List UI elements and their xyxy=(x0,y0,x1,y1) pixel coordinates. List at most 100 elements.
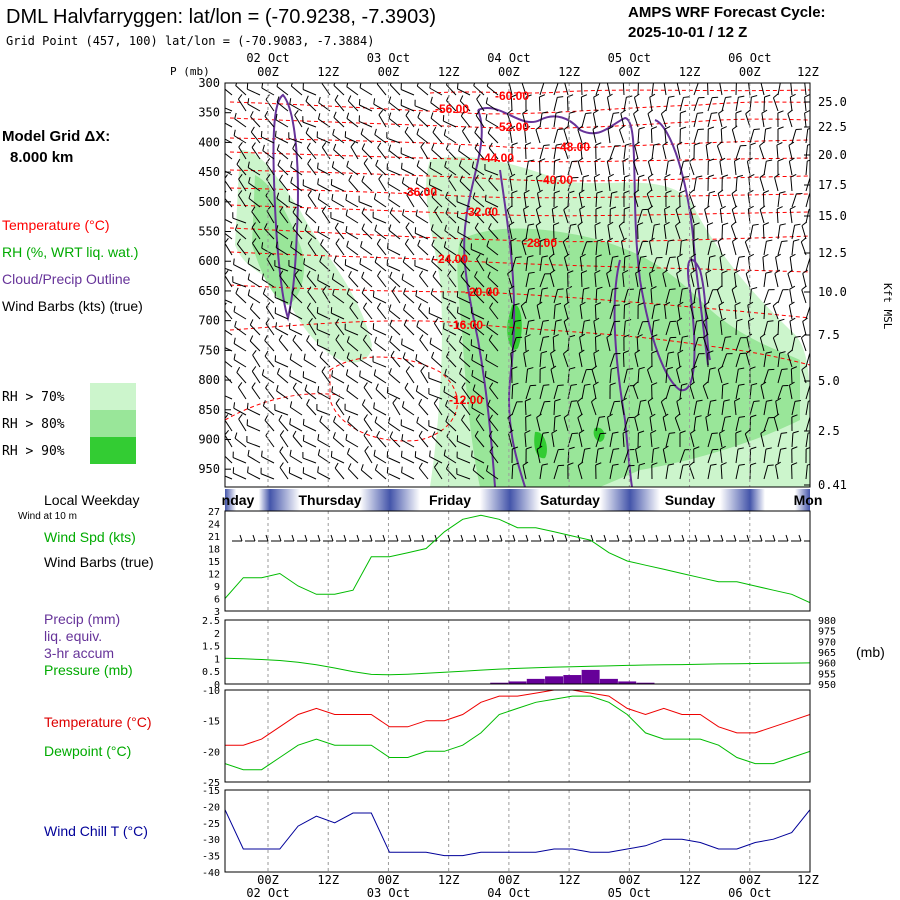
wind-barb-flag xyxy=(653,319,660,322)
wind-barb xyxy=(274,360,289,368)
wind-barb xyxy=(763,353,767,368)
pressure-axis-label: P (mb) xyxy=(170,65,210,78)
wind-barb xyxy=(676,321,681,336)
wind-barb-flag xyxy=(278,334,283,341)
height-tick-label: 5.0 xyxy=(818,374,840,388)
precip-pressure-frame xyxy=(224,619,811,685)
wind-barb xyxy=(279,451,289,464)
wind-grid xyxy=(267,511,751,611)
wind-barb xyxy=(524,129,527,144)
wind-barb-flag xyxy=(554,158,561,162)
wind-barb-flag xyxy=(709,190,716,194)
wind-barb-flag xyxy=(507,269,513,275)
weekday-label: Mon xyxy=(794,492,823,508)
wind-barb-flag xyxy=(647,205,654,210)
wind-barb xyxy=(486,326,499,336)
wind-barb-flag xyxy=(807,143,810,146)
wind-barb-flag xyxy=(708,174,715,178)
wind-barb-flag xyxy=(345,369,349,376)
wind-tick-label: 21 xyxy=(208,532,220,543)
top-time-tick: 12Z xyxy=(558,65,580,79)
wind-barb-flag xyxy=(471,401,474,409)
wind-barb xyxy=(303,472,317,480)
wind-barb xyxy=(389,277,401,288)
wind-barb xyxy=(305,100,317,112)
wind-barb-flag xyxy=(487,127,492,134)
wind-barb xyxy=(233,472,247,480)
wind-barb-flag xyxy=(473,83,476,86)
precip-bar xyxy=(563,675,582,684)
wind-barb xyxy=(334,227,345,240)
wind-barb-flag xyxy=(418,430,423,437)
wind-barb-flag xyxy=(669,432,676,434)
wind-barb-flag xyxy=(317,178,319,185)
wind-barb-flag xyxy=(345,433,348,440)
pressure-right-tick: 960 xyxy=(818,659,836,670)
wind-barb xyxy=(525,225,529,240)
wind-barb-flag xyxy=(553,222,560,226)
wind-barb xyxy=(333,149,345,160)
wind-barb xyxy=(716,289,723,304)
wind-barb-flag xyxy=(579,301,586,306)
wind-barb xyxy=(289,103,303,112)
wind-barb xyxy=(777,193,781,208)
wind-barb-flag xyxy=(528,287,535,290)
wind-barb xyxy=(471,344,485,352)
wind-barb xyxy=(402,357,415,368)
wind-barb xyxy=(444,230,457,240)
wind-barb-flag xyxy=(606,333,613,338)
wind-barb xyxy=(471,407,485,416)
wind-barb xyxy=(804,113,807,128)
wind-barb-flag xyxy=(734,302,741,306)
wind-barb xyxy=(265,163,275,176)
wind-barb xyxy=(405,371,415,384)
wind-barb xyxy=(637,368,640,384)
wind-barb xyxy=(733,161,737,176)
wind-barb-flag xyxy=(787,349,793,355)
surface-wind-barb-flag xyxy=(486,534,490,542)
wind-barb-flag xyxy=(335,334,340,340)
wind-barb-flag xyxy=(738,383,745,386)
bottom-date-label: 04 Oct xyxy=(487,886,530,900)
surface-wind-barb-flag xyxy=(590,534,594,542)
wind-barb-flag xyxy=(650,429,657,434)
wind-barb-flag xyxy=(360,320,363,327)
dewpoint-label: Dewpoint (°C) xyxy=(44,743,131,759)
surface-wind-barb-flag xyxy=(434,534,438,542)
wind-barb-flag xyxy=(431,239,435,246)
surface-wind-barb-flag xyxy=(564,534,568,542)
wind-barb-flag xyxy=(721,126,727,130)
wind-barb xyxy=(623,145,627,160)
wind-barb xyxy=(443,391,457,400)
wind-barb xyxy=(347,100,359,112)
wind-barb xyxy=(749,129,755,144)
wind-barb-flag xyxy=(474,142,479,149)
wind-barb xyxy=(735,337,742,352)
wind-barb-flag xyxy=(376,238,381,245)
wind-barb xyxy=(721,353,728,368)
wind-barb-flag xyxy=(416,416,419,423)
wind-barb xyxy=(251,371,261,384)
wind-barb xyxy=(539,113,543,128)
wind-barb xyxy=(693,97,699,112)
wind-barb xyxy=(307,243,317,256)
wind-barb-flag xyxy=(760,333,766,338)
wind-barb-flag xyxy=(610,206,617,210)
wind-barb-flag xyxy=(663,445,669,450)
wind-barb-flag xyxy=(791,462,798,466)
wind-barb xyxy=(302,184,317,192)
wind-barb xyxy=(250,131,261,144)
wind-barb xyxy=(232,217,247,224)
wind-barb-flag xyxy=(317,113,321,120)
wind-barb xyxy=(386,137,401,144)
wind-barb-flag xyxy=(361,207,365,214)
wind-barb-flag xyxy=(680,110,687,114)
precip-bar xyxy=(490,682,509,684)
wind-barb-flag xyxy=(651,126,658,130)
wind-barb xyxy=(489,451,499,464)
wind-barb-flag xyxy=(374,464,378,471)
wind-barb xyxy=(361,228,373,240)
wind-tick-label: 9 xyxy=(214,582,220,593)
wind-barb xyxy=(348,276,359,288)
wind-barb-flag xyxy=(647,365,653,371)
